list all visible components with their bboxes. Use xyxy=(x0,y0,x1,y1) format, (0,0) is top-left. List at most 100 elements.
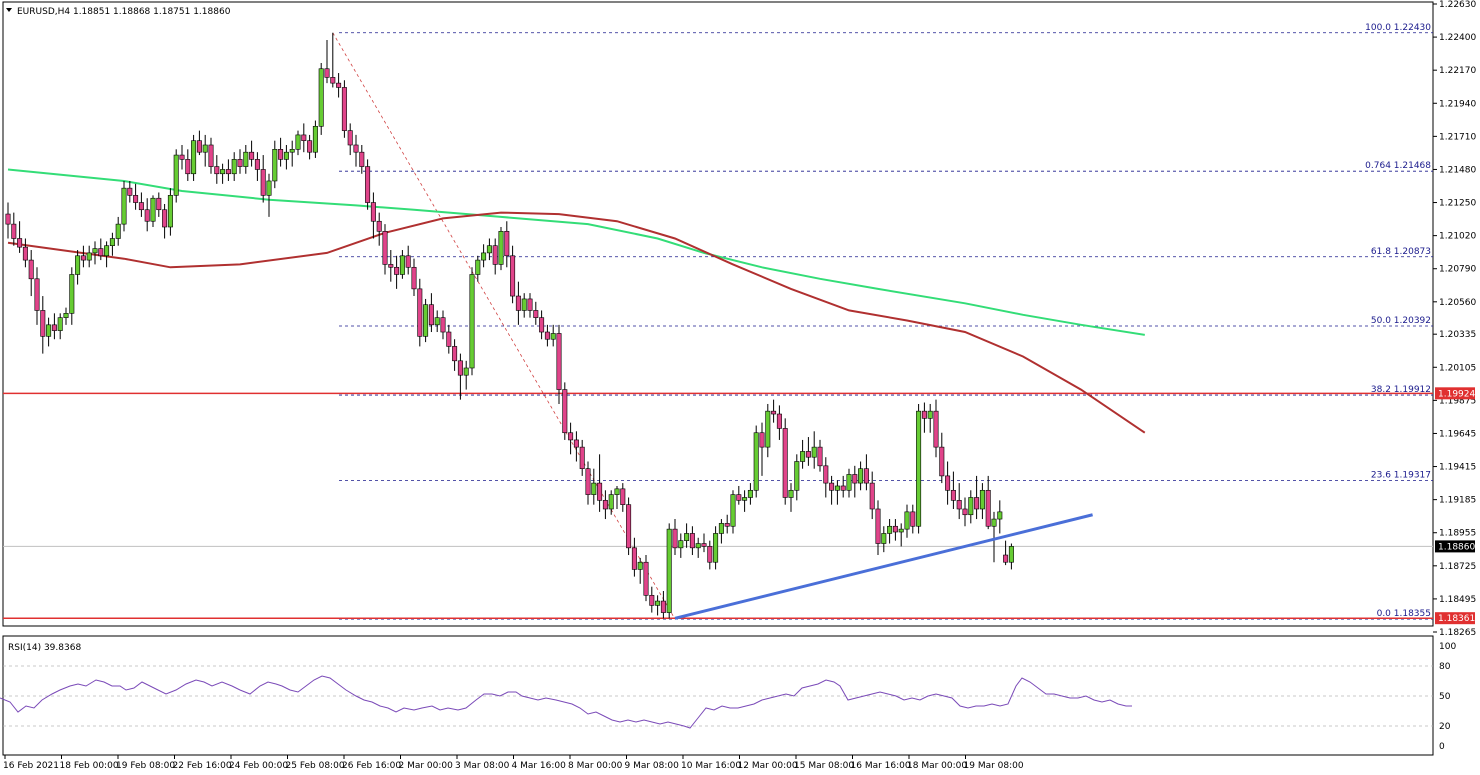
time-tick-label: 19 Mar 08:00 xyxy=(964,761,1024,771)
candle-body xyxy=(684,533,690,541)
ma-slow-line xyxy=(7,168,1145,336)
candle-body xyxy=(597,482,603,501)
candle-body xyxy=(707,546,713,563)
candle-body xyxy=(260,169,266,196)
candle-body xyxy=(921,410,927,419)
candle-body xyxy=(440,317,446,333)
candle-body xyxy=(63,313,69,318)
candle-body xyxy=(127,187,133,196)
candle-body xyxy=(556,333,562,390)
candle-body xyxy=(446,331,452,347)
candle-body xyxy=(573,439,579,448)
candle-body xyxy=(637,561,643,570)
candle-body xyxy=(167,195,173,228)
rsi-level-label: 20 xyxy=(1439,722,1451,732)
candle-body xyxy=(881,533,887,544)
time-tick-label: 3 Mar 08:00 xyxy=(455,761,510,771)
candle-body xyxy=(243,151,249,167)
candle-body xyxy=(626,504,632,549)
fib-level-label: 23.6 1.19317 xyxy=(1371,471,1431,481)
price-tick-label: 1.18725 xyxy=(1439,562,1476,572)
candle-body xyxy=(533,310,539,318)
candle-body xyxy=(481,252,487,261)
candle-body xyxy=(22,246,28,261)
candle-body xyxy=(863,468,869,484)
candle-body xyxy=(457,360,463,376)
candle-body xyxy=(492,245,498,265)
candle-body xyxy=(428,304,434,326)
support-trendline xyxy=(674,513,1093,620)
candle-body xyxy=(475,259,481,275)
candle-body xyxy=(927,410,933,419)
candle-body xyxy=(399,255,405,275)
rsi-pane xyxy=(2,635,1434,756)
current-price-tag-bg xyxy=(1435,540,1475,553)
price-tick-label: 1.22170 xyxy=(1439,66,1476,76)
candle-body xyxy=(962,508,968,516)
time-tick-label: 18 Feb 00:00 xyxy=(60,761,119,771)
candle-body xyxy=(800,451,806,462)
candle-body xyxy=(283,151,289,160)
time-tick-label: 15 Mar 08:00 xyxy=(794,761,854,771)
candle-body xyxy=(666,528,672,613)
candle-body xyxy=(98,248,104,257)
candle-body xyxy=(660,600,666,613)
candle-body xyxy=(649,595,655,606)
candle-body xyxy=(782,428,788,498)
candle-body xyxy=(991,518,997,527)
candle-body xyxy=(544,331,550,340)
candle-body xyxy=(916,410,922,527)
candle-body xyxy=(121,187,127,225)
candle-body xyxy=(823,465,829,484)
candle-body xyxy=(858,468,864,484)
candle-body xyxy=(156,197,162,211)
candle-body xyxy=(898,528,904,533)
candle-body xyxy=(463,367,469,376)
candle-body xyxy=(150,197,156,222)
price-tick-label: 1.21940 xyxy=(1439,99,1476,109)
price-tick-label: 1.22630 xyxy=(1439,0,1476,10)
candle-body xyxy=(220,169,226,175)
fib-level-label: 50.0 1.20392 xyxy=(1371,316,1431,326)
candle-body xyxy=(353,144,359,153)
time-tick-label: 2 Mar 00:00 xyxy=(399,761,454,771)
candle-body xyxy=(295,134,301,150)
candle-body xyxy=(568,432,574,441)
price-tag-bg xyxy=(1435,612,1475,625)
candle-body xyxy=(562,389,568,434)
header-dropdown-icon[interactable] xyxy=(6,8,12,12)
candle-body xyxy=(759,432,765,448)
price-tick-label: 1.22400 xyxy=(1439,33,1476,43)
time-tick-label: 22 Feb 16:00 xyxy=(173,761,232,771)
candle-body xyxy=(1003,554,1009,563)
price-tick-label: 1.19645 xyxy=(1439,429,1476,439)
candle-body xyxy=(272,149,278,182)
candle-body xyxy=(736,494,742,501)
candle-body xyxy=(933,410,939,448)
fib-level-label: 0.0 1.18355 xyxy=(1377,609,1431,619)
price-tick-label: 1.18265 xyxy=(1439,628,1476,638)
candle-body xyxy=(875,508,881,544)
candle-body xyxy=(498,231,504,265)
price-tag: 1.18361 xyxy=(1438,614,1475,624)
candle-body xyxy=(591,482,597,495)
candle-body xyxy=(788,489,794,498)
rsi-level-label: 100 xyxy=(1439,642,1456,652)
candle-body xyxy=(289,149,295,153)
candle-body xyxy=(794,461,800,491)
candle-body xyxy=(805,451,811,458)
candle-body xyxy=(214,166,220,175)
candle-body xyxy=(910,511,916,527)
candle-body xyxy=(631,547,637,570)
time-tick-label: 24 Feb 00:00 xyxy=(229,761,288,771)
candle-body xyxy=(829,482,835,491)
candle-body xyxy=(347,130,353,146)
candle-body xyxy=(678,540,684,549)
candle-body xyxy=(724,523,730,527)
candle-body xyxy=(620,488,626,505)
candle-body xyxy=(486,245,492,254)
candle-body xyxy=(51,324,57,331)
candle-body xyxy=(713,533,719,563)
candle-body xyxy=(452,346,458,362)
price-pane xyxy=(2,1,1434,627)
